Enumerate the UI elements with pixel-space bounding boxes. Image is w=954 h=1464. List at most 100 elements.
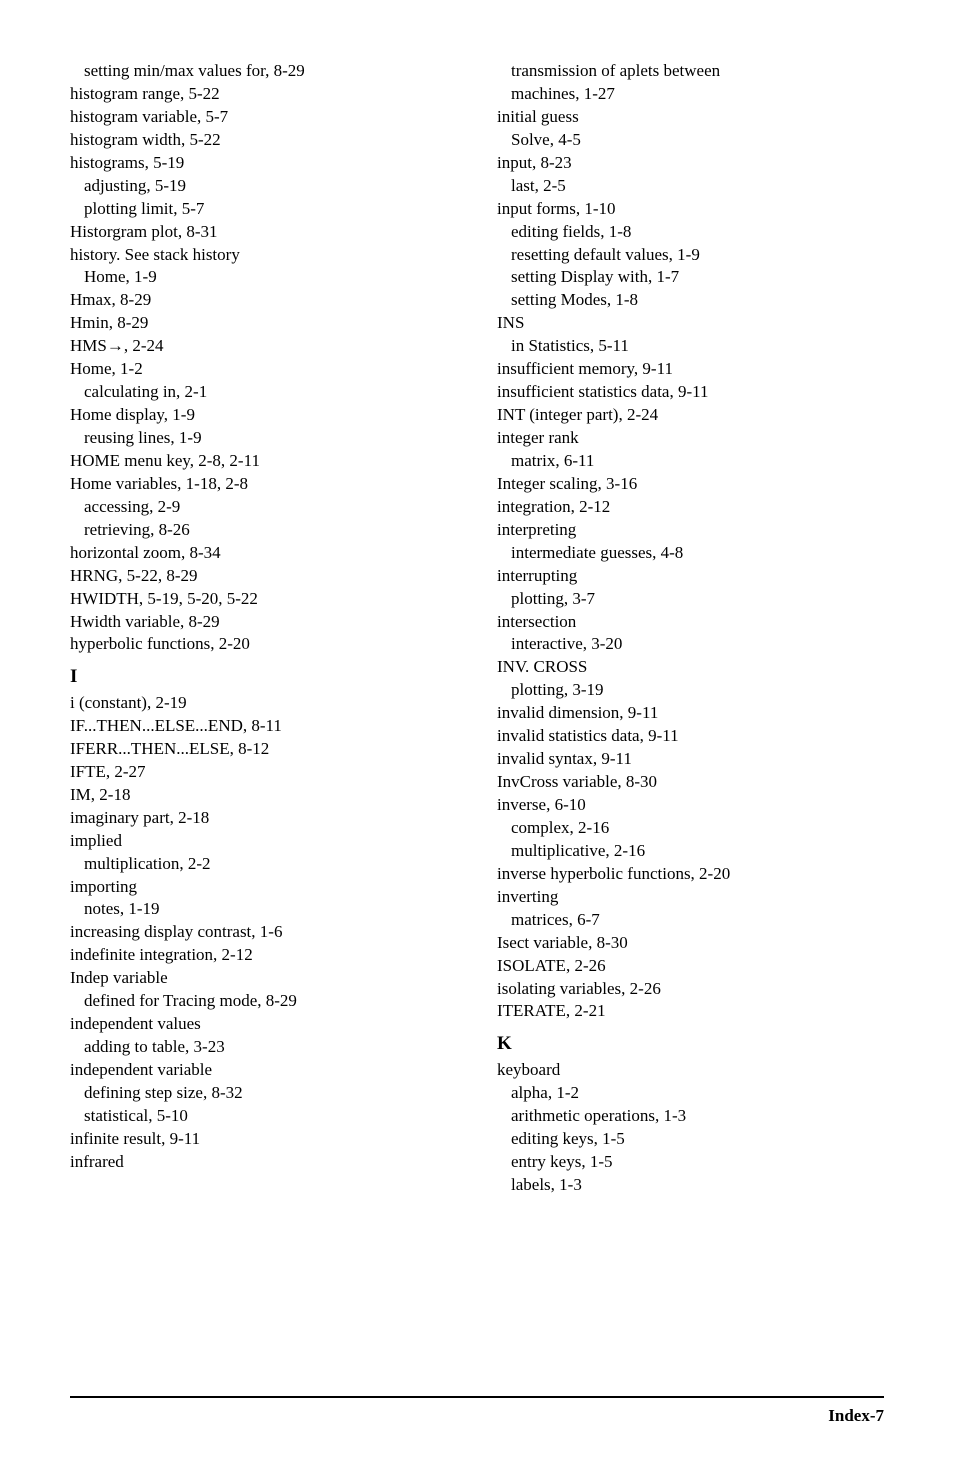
index-entry: notes, 1-19: [70, 898, 457, 921]
index-entry: transmission of aplets between: [497, 60, 884, 83]
index-entry: indefinite integration, 2-12: [70, 944, 457, 967]
index-entry: Indep variable: [70, 967, 457, 990]
index-page: setting min/max values for, 8-29histogra…: [0, 0, 954, 1237]
index-entry: statistical, 5-10: [70, 1105, 457, 1128]
left-column: setting min/max values for, 8-29histogra…: [70, 60, 457, 1197]
index-entry: Home variables, 1-18, 2-8: [70, 473, 457, 496]
index-entry: HOME menu key, 2-8, 2-11: [70, 450, 457, 473]
index-entry: complex, 2-16: [497, 817, 884, 840]
index-entry: resetting default values, 1-9: [497, 244, 884, 267]
index-entry: machines, 1-27: [497, 83, 884, 106]
index-entry: IFERR...THEN...ELSE, 8-12: [70, 738, 457, 761]
index-entry: invalid syntax, 9-11: [497, 748, 884, 771]
index-entry: infrared: [70, 1151, 457, 1174]
index-entry: ISOLATE, 2-26: [497, 955, 884, 978]
index-entry: INV. CROSS: [497, 656, 884, 679]
index-entry: Hmin, 8-29: [70, 312, 457, 335]
index-entry: multiplicative, 2-16: [497, 840, 884, 863]
index-entry: matrix, 6-11: [497, 450, 884, 473]
index-entry: plotting limit, 5-7: [70, 198, 457, 221]
index-entry: i (constant), 2-19: [70, 692, 457, 715]
index-entry: plotting, 3-19: [497, 679, 884, 702]
index-entry: Isect variable, 8-30: [497, 932, 884, 955]
index-entry: hyperbolic functions, 2-20: [70, 633, 457, 656]
index-entry: HRNG, 5-22, 8-29: [70, 565, 457, 588]
index-entry: horizontal zoom, 8-34: [70, 542, 457, 565]
index-entry: input, 8-23: [497, 152, 884, 175]
index-entry: IFTE, 2-27: [70, 761, 457, 784]
index-entry: importing: [70, 876, 457, 899]
page-number: Index-7: [828, 1406, 884, 1425]
index-entry: invalid dimension, 9-11: [497, 702, 884, 725]
index-entry: defined for Tracing mode, 8-29: [70, 990, 457, 1013]
right-column: transmission of aplets betweenmachines, …: [497, 60, 884, 1197]
index-entry: histogram range, 5-22: [70, 83, 457, 106]
index-entry: intersection: [497, 611, 884, 634]
index-entry: arithmetic operations, 1-3: [497, 1105, 884, 1128]
index-entry: Integer scaling, 3-16: [497, 473, 884, 496]
index-entry: insufficient memory, 9-11: [497, 358, 884, 381]
index-entry: invalid statistics data, 9-11: [497, 725, 884, 748]
index-entry: keyboard: [497, 1059, 884, 1082]
index-entry: Hmax, 8-29: [70, 289, 457, 312]
index-entry: reusing lines, 1-9: [70, 427, 457, 450]
index-entry: interactive, 3-20: [497, 633, 884, 656]
index-entry: inverse, 6-10: [497, 794, 884, 817]
index-entry: independent variable: [70, 1059, 457, 1082]
index-entry: interpreting: [497, 519, 884, 542]
index-entry: intermediate guesses, 4-8: [497, 542, 884, 565]
index-entry: increasing display contrast, 1-6: [70, 921, 457, 944]
index-entry: imaginary part, 2-18: [70, 807, 457, 830]
index-entry: Solve, 4-5: [497, 129, 884, 152]
index-entry: plotting, 3-7: [497, 588, 884, 611]
index-entry: Home display, 1-9: [70, 404, 457, 427]
index-entry: insufficient statistics data, 9-11: [497, 381, 884, 404]
index-section-heading: I: [70, 664, 457, 690]
index-entry: HWIDTH, 5-19, 5-20, 5-22: [70, 588, 457, 611]
index-entry: entry keys, 1-5: [497, 1151, 884, 1174]
index-entry: IM, 2-18: [70, 784, 457, 807]
index-entry: histogram width, 5-22: [70, 129, 457, 152]
index-entry: in Statistics, 5-11: [497, 335, 884, 358]
index-entry: labels, 1-3: [497, 1174, 884, 1197]
index-entry: editing fields, 1-8: [497, 221, 884, 244]
index-section-heading: K: [497, 1031, 884, 1057]
index-entry: matrices, 6-7: [497, 909, 884, 932]
index-entry: integration, 2-12: [497, 496, 884, 519]
index-entry: setting Display with, 1-7: [497, 266, 884, 289]
index-entry: infinite result, 9-11: [70, 1128, 457, 1151]
index-entry: InvCross variable, 8-30: [497, 771, 884, 794]
index-entry: isolating variables, 2-26: [497, 978, 884, 1001]
index-entry: inverting: [497, 886, 884, 909]
index-entry: inverse hyperbolic functions, 2-20: [497, 863, 884, 886]
index-entry: alpha, 1-2: [497, 1082, 884, 1105]
index-entry: interrupting: [497, 565, 884, 588]
index-entry: initial guess: [497, 106, 884, 129]
index-entry: input forms, 1-10: [497, 198, 884, 221]
index-entry: Home, 1-2: [70, 358, 457, 381]
index-entry: INS: [497, 312, 884, 335]
index-entry: editing keys, 1-5: [497, 1128, 884, 1151]
index-entry: setting min/max values for, 8-29: [70, 60, 457, 83]
index-entry: IF...THEN...ELSE...END, 8-11: [70, 715, 457, 738]
index-entry: histograms, 5-19: [70, 152, 457, 175]
index-entry: adding to table, 3-23: [70, 1036, 457, 1059]
index-entry: independent values: [70, 1013, 457, 1036]
index-entry: setting Modes, 1-8: [497, 289, 884, 312]
index-entry: Historgram plot, 8-31: [70, 221, 457, 244]
index-entry: last, 2-5: [497, 175, 884, 198]
index-entry: integer rank: [497, 427, 884, 450]
index-entry: histogram variable, 5-7: [70, 106, 457, 129]
index-entry: accessing, 2-9: [70, 496, 457, 519]
index-entry: HMS→, 2-24: [70, 335, 457, 358]
index-entry: defining step size, 8-32: [70, 1082, 457, 1105]
page-footer: Index-7: [70, 1396, 884, 1426]
index-entry: adjusting, 5-19: [70, 175, 457, 198]
index-entry: ITERATE, 2-21: [497, 1000, 884, 1023]
index-entry: Home, 1-9: [70, 266, 457, 289]
index-entry: calculating in, 2-1: [70, 381, 457, 404]
index-entry: Hwidth variable, 8-29: [70, 611, 457, 634]
index-entry: retrieving, 8-26: [70, 519, 457, 542]
index-entry: INT (integer part), 2-24: [497, 404, 884, 427]
index-entry: implied: [70, 830, 457, 853]
